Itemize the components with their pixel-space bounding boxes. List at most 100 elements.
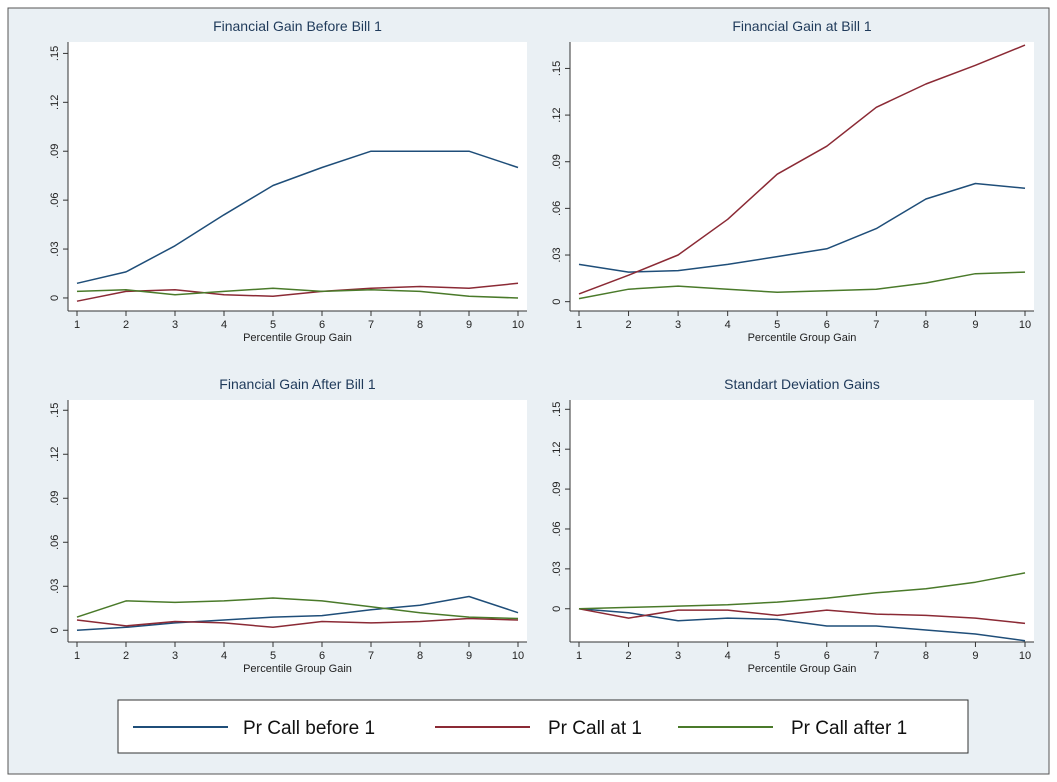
data-point-pr-call-before-1-1-3 [223,214,225,216]
data-point-pr-call-at-1-1-2 [174,289,176,291]
y-tick-label-4-3: .09 [551,481,563,496]
data-point-pr-call-after-1-4-7 [925,588,927,590]
data-point-pr-call-at-1-4-3 [727,609,729,611]
data-point-pr-call-at-1-2-1 [628,274,630,276]
y-tick-label-1-2: .06 [49,192,61,207]
y-tick-label-4-2: .06 [551,521,563,536]
data-point-pr-call-at-1-3-3 [223,622,225,624]
plot-area-2 [570,42,1034,311]
x-tick-label-1-1: 2 [123,319,129,331]
data-point-pr-call-after-1-2-5 [826,290,828,292]
data-point-pr-call-after-1-1-0 [76,290,78,292]
data-point-pr-call-at-1-2-3 [727,218,729,220]
x-tick-label-2-4: 5 [774,319,780,331]
y-tick-label-2-4: .12 [551,107,563,122]
chart-panel-3: Financial Gain After Bill 1 0 .03 .06 .09 .12… [49,376,527,675]
y-tick-label-1-4: .12 [49,95,61,110]
data-point-pr-call-before-1-1-7 [419,150,421,152]
data-point-pr-call-after-1-2-9 [1024,271,1026,273]
data-point-pr-call-at-1-3-5 [321,620,323,622]
x-tick-label-2-3: 4 [725,319,731,331]
chart-panel-1: Financial Gain Before Bill 1 0 .03 .06 .09 .1… [49,18,527,344]
data-point-pr-call-after-1-1-3 [223,290,225,292]
data-point-pr-call-before-1-1-2 [174,245,176,247]
x-tick-label-4-7: 8 [923,650,929,662]
series-line-pr-call-at-1-4 [578,608,1026,625]
data-point-pr-call-after-1-3-1 [125,600,127,602]
data-point-pr-call-at-1-2-8 [974,64,976,66]
data-point-pr-call-before-1-3-8 [468,596,470,598]
y-tick-label-4-1: .03 [551,561,563,576]
data-point-pr-call-after-1-2-1 [628,288,630,290]
x-tick-label-3-0: 1 [74,650,80,662]
chart-title-3: Financial Gain After Bill 1 [219,376,376,392]
data-point-pr-call-before-1-2-0 [578,263,580,265]
data-point-pr-call-after-1-2-4 [776,291,778,293]
data-point-pr-call-at-1-3-0 [76,619,78,621]
x-tick-label-1-6: 7 [368,319,374,331]
data-point-pr-call-before-1-1-5 [321,167,323,169]
data-point-pr-call-at-1-1-8 [468,287,470,289]
data-point-pr-call-at-1-1-0 [76,300,78,302]
y-tick-label-2-5: .15 [551,61,563,76]
series-line-pr-call-after-1-2 [578,271,1026,300]
data-point-pr-call-after-1-1-8 [468,295,470,297]
data-point-pr-call-before-1-1-4 [272,184,274,186]
x-tick-label-4-6: 7 [873,650,879,662]
data-point-pr-call-at-1-2-0 [578,293,580,295]
data-point-pr-call-before-1-2-6 [875,228,877,230]
x-tick-label-3-4: 5 [270,650,276,662]
x-tick-label-3-1: 2 [123,650,129,662]
x-tick-label-2-2: 3 [675,319,681,331]
data-point-pr-call-at-1-2-6 [875,106,877,108]
y-tick-label-3-0: 0 [49,627,61,633]
legend-box [117,699,969,754]
data-point-pr-call-before-1-3-6 [370,609,372,611]
data-point-pr-call-before-1-2-7 [925,198,927,200]
data-point-pr-call-before-1-1-9 [517,167,519,169]
data-point-pr-call-after-1-3-5 [321,600,323,602]
x-tick-label-4-2: 3 [675,650,681,662]
data-point-pr-call-before-1-3-0 [76,629,78,631]
data-point-pr-call-after-1-2-2 [677,285,679,287]
data-point-pr-call-after-1-4-8 [974,581,976,583]
x-axis-label-4: Percentile Group Gain [748,663,857,675]
x-tick-label-2-7: 8 [923,319,929,331]
data-point-pr-call-before-1-1-6 [370,150,372,152]
x-tick-label-2-1: 2 [625,319,631,331]
data-point-pr-call-at-1-2-9 [1024,44,1026,46]
chart-panel-2: Financial Gain at Bill 1 0 .03 .06 .09 .12 .15… [551,18,1034,344]
x-tick-label-1-5: 6 [319,319,325,331]
data-point-pr-call-at-1-3-4 [272,626,274,628]
x-axis-label-3: Percentile Group Gain [243,663,352,675]
legend-label-pr-call-after-1: Pr Call after 1 [791,718,907,739]
data-point-pr-call-after-1-4-0 [578,608,580,610]
data-point-pr-call-at-1-4-6 [875,613,877,615]
x-tick-label-2-9: 10 [1019,319,1031,331]
y-tick-label-1-1: .03 [49,241,61,256]
data-point-pr-call-before-1-4-8 [974,633,976,635]
y-tick-label-2-1: .03 [551,247,563,262]
x-tick-label-4-9: 10 [1019,650,1031,662]
data-point-pr-call-after-1-4-5 [826,597,828,599]
data-point-pr-call-after-1-3-8 [468,616,470,618]
x-tick-label-3-2: 3 [172,650,178,662]
legend: Pr Call before 1 Pr Call at 1 Pr Call af… [117,699,969,754]
data-point-pr-call-at-1-2-2 [677,254,679,256]
x-tick-label-4-1: 2 [625,650,631,662]
data-point-pr-call-at-1-4-4 [776,614,778,616]
data-point-pr-call-after-1-1-1 [125,289,127,291]
y-tick-label-4-4: .12 [551,442,563,457]
data-point-pr-call-after-1-3-6 [370,606,372,608]
x-tick-label-3-7: 8 [417,650,423,662]
x-tick-label-1-4: 5 [270,319,276,331]
series-line-pr-call-after-1-3 [76,597,519,620]
series-line-pr-call-after-1-4 [578,572,1026,610]
data-point-pr-call-after-1-3-2 [174,601,176,603]
data-point-pr-call-before-1-3-4 [272,616,274,618]
y-tick-label-4-0: 0 [551,606,563,612]
data-point-pr-call-after-1-2-7 [925,282,927,284]
data-point-pr-call-at-1-3-2 [174,620,176,622]
data-point-pr-call-at-1-4-7 [925,614,927,616]
